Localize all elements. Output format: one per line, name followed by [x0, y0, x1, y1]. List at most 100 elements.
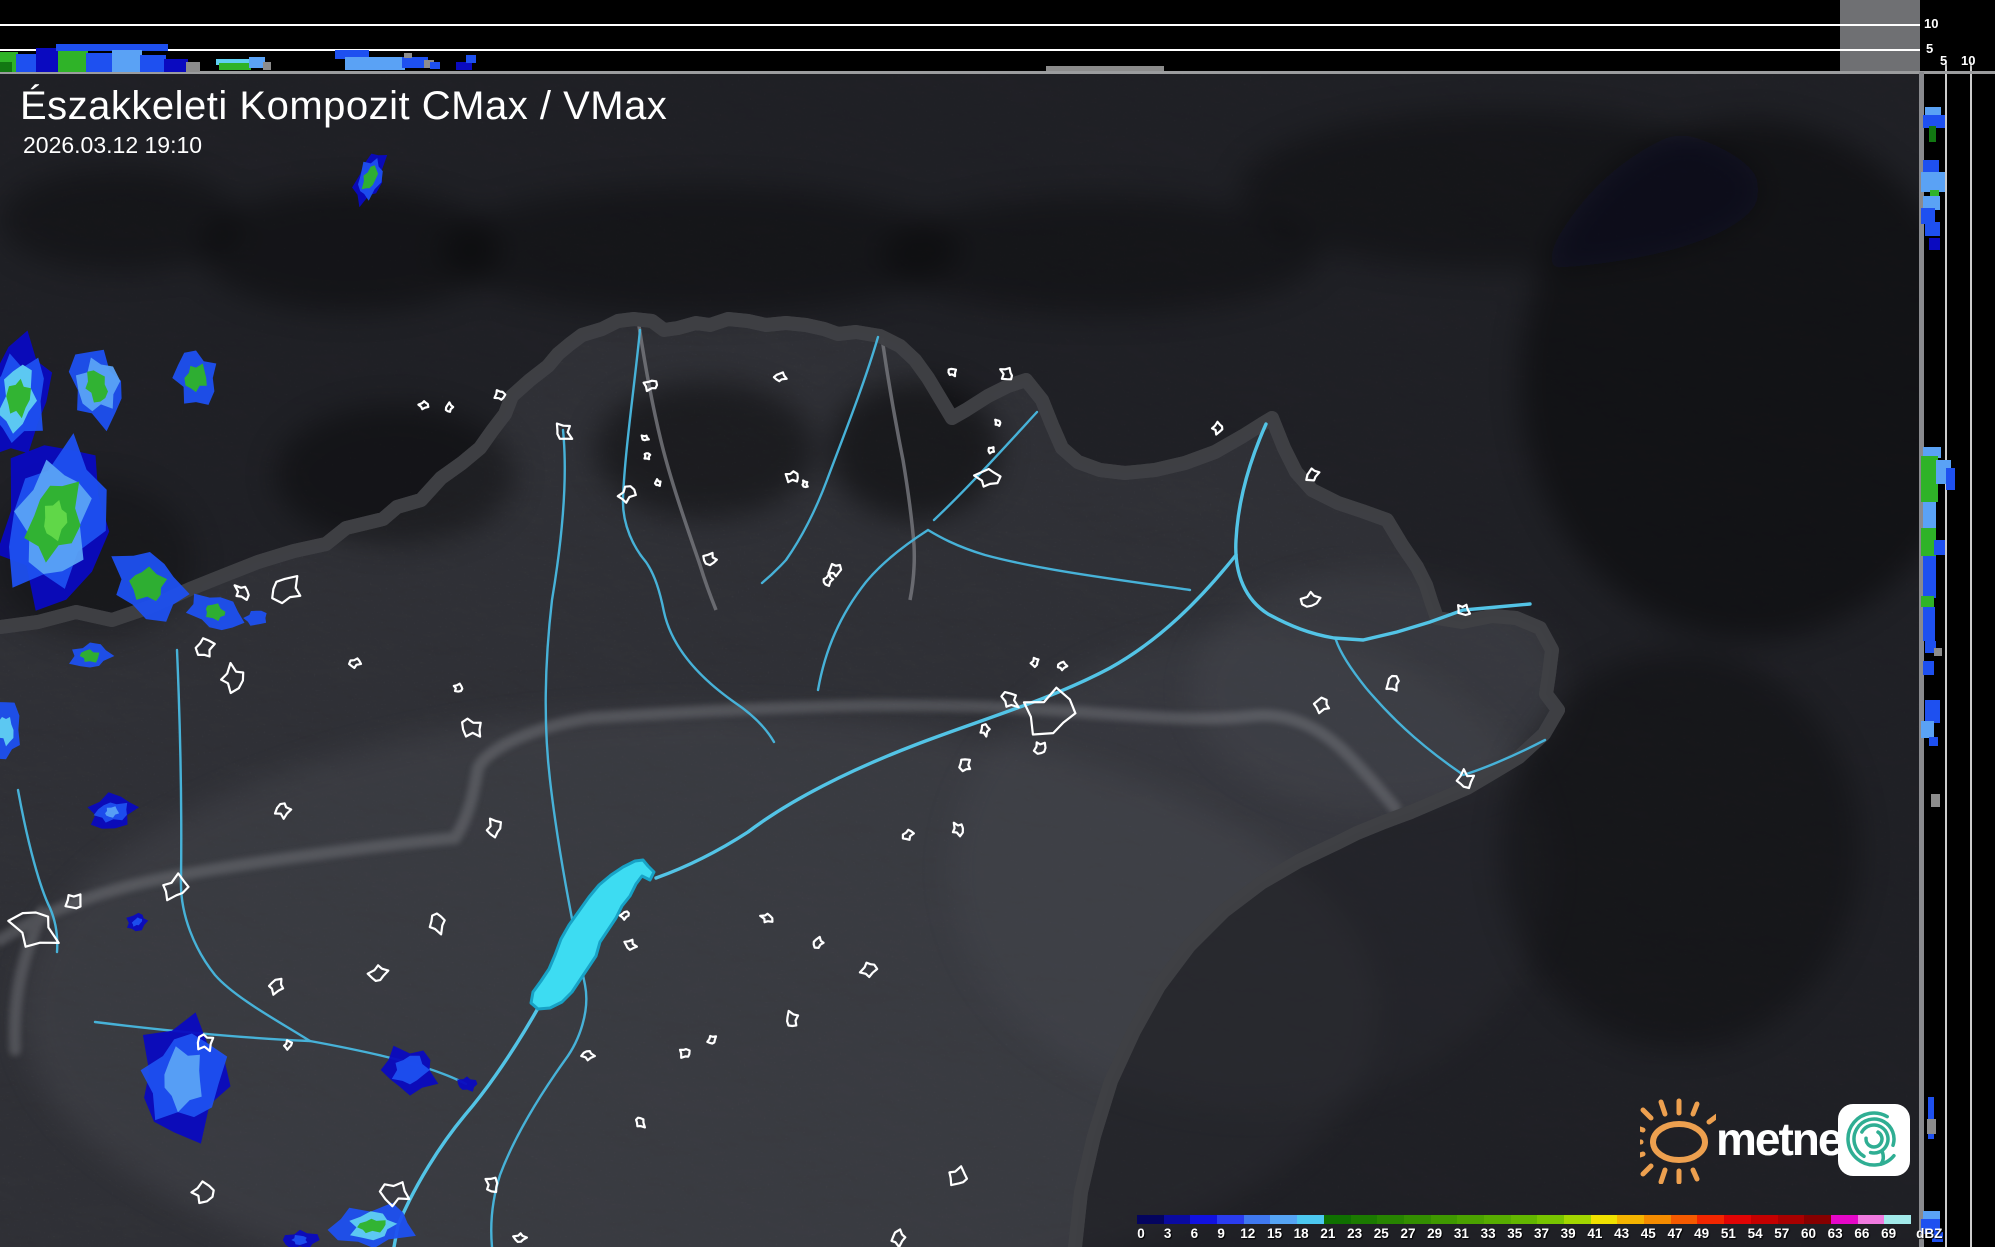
settlement-outline — [428, 912, 446, 936]
settlement-outline — [947, 367, 958, 378]
colorbar-tick-label: 57 — [1774, 1226, 1790, 1241]
settlement-outline — [233, 584, 250, 602]
echo-blob — [291, 1235, 308, 1245]
profile-pixel — [58, 51, 88, 72]
right-profile-echoes — [1921, 107, 1955, 1242]
profile-pixel — [456, 62, 472, 70]
colorbar-segment — [1137, 1215, 1164, 1224]
colorbar-cells — [1137, 1215, 1911, 1224]
colorbar-tick-label: 18 — [1293, 1226, 1309, 1241]
echo-blob — [205, 603, 226, 621]
colorbar-segment — [1564, 1215, 1591, 1224]
settlement-outline — [1210, 420, 1224, 436]
settlement-outline — [640, 434, 650, 442]
echo-blob — [131, 917, 143, 927]
settlement-outline — [678, 1047, 691, 1059]
settlement-outline — [618, 910, 630, 921]
dbz-colorbar: 0 3 6 9 12 15 18 21 23 25 27 29 31 33 35 37 39 41 43 45 47 49… — [1137, 1215, 1995, 1247]
echo-blob — [129, 566, 168, 602]
colorbar-segment — [1590, 1215, 1618, 1224]
profile-pixel — [1925, 222, 1940, 236]
settlement-outline — [493, 389, 507, 401]
settlement-outline — [484, 1176, 499, 1194]
profile-pixel — [219, 63, 251, 70]
settlement-outline — [812, 935, 825, 950]
colorbar-unit-label: dBZ — [1916, 1226, 1943, 1241]
echo-blob — [105, 806, 120, 818]
settlement-outline — [461, 717, 482, 738]
colorbar-segment — [1884, 1215, 1911, 1224]
metnet-logo: metnet — [1640, 1098, 1920, 1184]
settlement-outline — [948, 1165, 969, 1187]
settlement-outline — [366, 964, 390, 983]
settlement-outline — [772, 371, 788, 383]
profile-pixel — [424, 60, 434, 68]
profile-pixel — [345, 57, 405, 70]
colorbar-tick-label: 12 — [1240, 1226, 1256, 1241]
colorbar-segment — [1857, 1215, 1885, 1224]
colorbar-tick-label: 9 — [1217, 1226, 1225, 1241]
settlement-outline — [1312, 696, 1331, 715]
settlement-outline — [348, 657, 363, 670]
top-profile-echoes — [0, 44, 1164, 72]
terrain-map — [0, 72, 1920, 1247]
settlement-outline — [1385, 674, 1400, 692]
settlement-outline — [162, 872, 190, 902]
colorbar-segment — [1270, 1215, 1298, 1224]
settlement-outlines — [7, 366, 1476, 1247]
settlement-outline — [64, 893, 82, 910]
settlement-outline — [785, 1009, 800, 1028]
colorbar-segment — [1670, 1215, 1698, 1224]
settlement-outline — [1056, 660, 1069, 672]
settlement-outline — [1299, 590, 1322, 608]
colorbar-tick-label: 41 — [1587, 1226, 1603, 1241]
profile-pixel — [1934, 540, 1945, 555]
profile-pixel — [1923, 502, 1936, 530]
precipitation-echoes — [0, 153, 478, 1247]
page-title: Északkeleti Kompozit CMax / VMax — [20, 84, 668, 128]
settlement-outline — [485, 817, 502, 839]
profile-pixel — [1925, 700, 1940, 723]
echo-blob — [6, 378, 31, 419]
top-profile-gridlines — [0, 24, 1920, 51]
colorbar-tick-label: 45 — [1640, 1226, 1656, 1241]
settlement-outline — [580, 1049, 597, 1062]
profile-pixel — [1929, 126, 1936, 142]
settlement-outline — [653, 478, 662, 487]
profile-pixel — [1930, 190, 1939, 199]
profile-pixel — [1923, 556, 1936, 598]
right-axis-label-5: 5 — [1940, 53, 1948, 68]
colorbar-segment — [1350, 1215, 1378, 1224]
lake-tisza — [529, 858, 656, 1011]
profile-pixel — [112, 50, 142, 72]
colorbar-tick-label: 69 — [1881, 1226, 1897, 1241]
colorbar-tick-label: 25 — [1373, 1226, 1389, 1241]
profile-pixel — [1921, 528, 1936, 556]
colorbar-tick-label: 27 — [1400, 1226, 1416, 1241]
settlement-outline — [951, 821, 965, 838]
colorbar-segment — [1190, 1215, 1218, 1224]
colorbar-tick-label: 47 — [1667, 1226, 1683, 1241]
colorbar-tick-label: 66 — [1854, 1226, 1870, 1241]
profile-pixel — [1923, 447, 1941, 458]
profile-pixel — [56, 44, 168, 51]
colorbar-tick-label: 29 — [1427, 1226, 1443, 1241]
profile-pixel — [16, 54, 38, 72]
settlement-outline — [858, 961, 879, 979]
settlement-outline — [901, 828, 916, 841]
settlement-outline — [271, 574, 302, 605]
echo-blob — [243, 610, 267, 626]
settlement-outline — [283, 1039, 294, 1051]
profile-pixel — [466, 55, 476, 63]
profile-pixel — [1928, 1097, 1934, 1139]
profile-pixel — [335, 50, 369, 59]
profile-pixel — [0, 62, 12, 72]
colorbar-tick-label: 21 — [1320, 1226, 1336, 1241]
colorbar-segment — [1750, 1215, 1778, 1224]
settlement-outline — [1000, 690, 1020, 709]
settlement-outline — [1455, 768, 1476, 790]
profile-pixel — [1923, 607, 1935, 641]
colorbar-segment — [1617, 1215, 1645, 1224]
settlement-outline — [999, 366, 1014, 381]
